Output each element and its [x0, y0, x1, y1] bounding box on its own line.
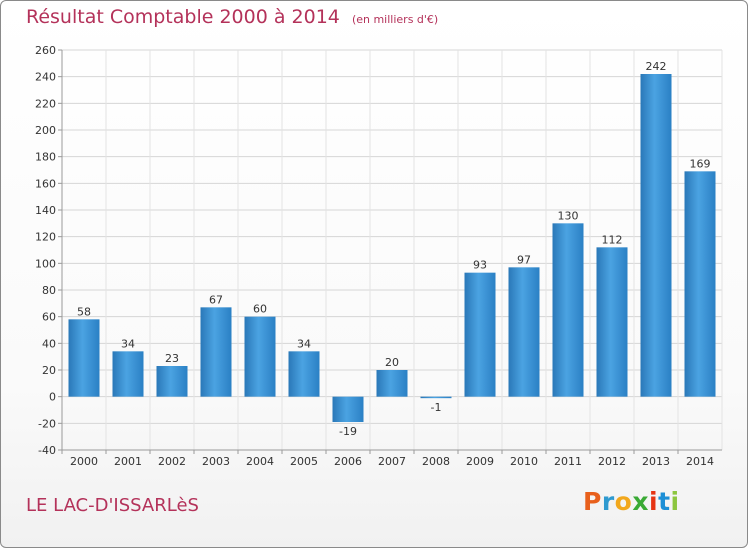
bar-2001: [112, 351, 144, 397]
bar-2008: [420, 396, 452, 399]
y-tick-label: 40: [42, 337, 56, 350]
value-label: 242: [646, 60, 667, 73]
chart-subtitle: (en milliers d'€): [351, 13, 439, 26]
x-tick-label: 2011: [554, 455, 582, 468]
bars: [68, 74, 716, 422]
x-tick-label: 2004: [246, 455, 274, 468]
x-tick-label: 2002: [158, 455, 186, 468]
y-tick-label: 60: [42, 311, 56, 324]
y-tick-label: 240: [35, 71, 56, 84]
x-tick-label: 2012: [598, 455, 626, 468]
y-tick-label: 220: [35, 97, 56, 110]
y-tick-label: 160: [35, 177, 56, 190]
x-tick-label: 2001: [114, 455, 142, 468]
axes: -40-200204060801001201401601802002202402…: [35, 44, 722, 468]
x-tick-label: 2005: [290, 455, 318, 468]
value-labels: 58 34 23 67 60 34 -19 20 -1 93 97 130 112 242 169: [77, 60, 711, 438]
x-tick-label: 2006: [334, 455, 362, 468]
y-tick-label: 180: [35, 151, 56, 164]
y-tick-label: 120: [35, 231, 56, 244]
x-tick-label: 2008: [422, 455, 450, 468]
commune-name: LE LAC-D'ISSARLèS: [26, 495, 199, 516]
x-tick-label: 2007: [378, 455, 406, 468]
value-label: -19: [339, 425, 357, 438]
y-tick-label: 80: [42, 284, 56, 297]
y-tick-label: 200: [35, 124, 56, 137]
value-label: -1: [431, 401, 442, 414]
bar-2012: [596, 247, 628, 397]
logo-letter: r: [601, 487, 615, 516]
value-label: 169: [690, 157, 711, 170]
y-tick-label: -40: [38, 444, 56, 457]
x-tick-label: 2003: [202, 455, 230, 468]
logo-letter: o: [614, 487, 633, 516]
logo-letter: x: [632, 487, 649, 516]
y-tick-label: 20: [42, 364, 56, 377]
chart-title-block: Résultat Comptable 2000 à 2014 (en milli…: [26, 6, 438, 28]
x-tick-label: 2009: [466, 455, 494, 468]
value-label: 34: [121, 337, 135, 350]
bar-2011: [552, 223, 584, 397]
logo-letter: i: [649, 487, 659, 516]
bar-2010: [508, 267, 540, 397]
value-label: 97: [517, 253, 531, 266]
bar-2003: [200, 307, 232, 397]
value-label: 23: [165, 352, 179, 365]
y-tick-label: 0: [49, 391, 56, 404]
y-tick-label: 140: [35, 204, 56, 217]
x-tick-label: 2014: [686, 455, 714, 468]
value-label: 34: [297, 337, 311, 350]
logo-letter: i: [670, 487, 680, 516]
bar-2002: [156, 366, 188, 397]
value-label: 93: [473, 259, 487, 272]
bar-2013: [640, 74, 672, 397]
logo-letter: t: [658, 487, 671, 516]
x-tick-label: 2010: [510, 455, 538, 468]
proxiti-logo: Proxiti: [583, 487, 680, 516]
x-tick-label: 2000: [70, 455, 98, 468]
value-label: 67: [209, 293, 223, 306]
value-label: 60: [253, 303, 267, 316]
bar-2006: [332, 396, 364, 422]
value-label: 130: [558, 209, 579, 222]
bar-2000: [68, 319, 100, 397]
value-label: 20: [385, 356, 399, 369]
y-tick-label: -20: [38, 417, 56, 430]
y-tick-label: 100: [35, 257, 56, 270]
bar-2014: [684, 171, 716, 397]
logo-letter: P: [583, 487, 602, 516]
bar-2009: [464, 272, 496, 397]
y-tick-label: 260: [35, 44, 56, 57]
value-label: 58: [77, 305, 91, 318]
bar-2004: [244, 316, 276, 397]
x-tick-label: 2013: [642, 455, 670, 468]
value-label: 112: [602, 233, 623, 246]
chart-title: Résultat Comptable 2000 à 2014: [26, 6, 340, 28]
bar-2005: [288, 351, 320, 397]
bar-2007: [376, 370, 408, 397]
